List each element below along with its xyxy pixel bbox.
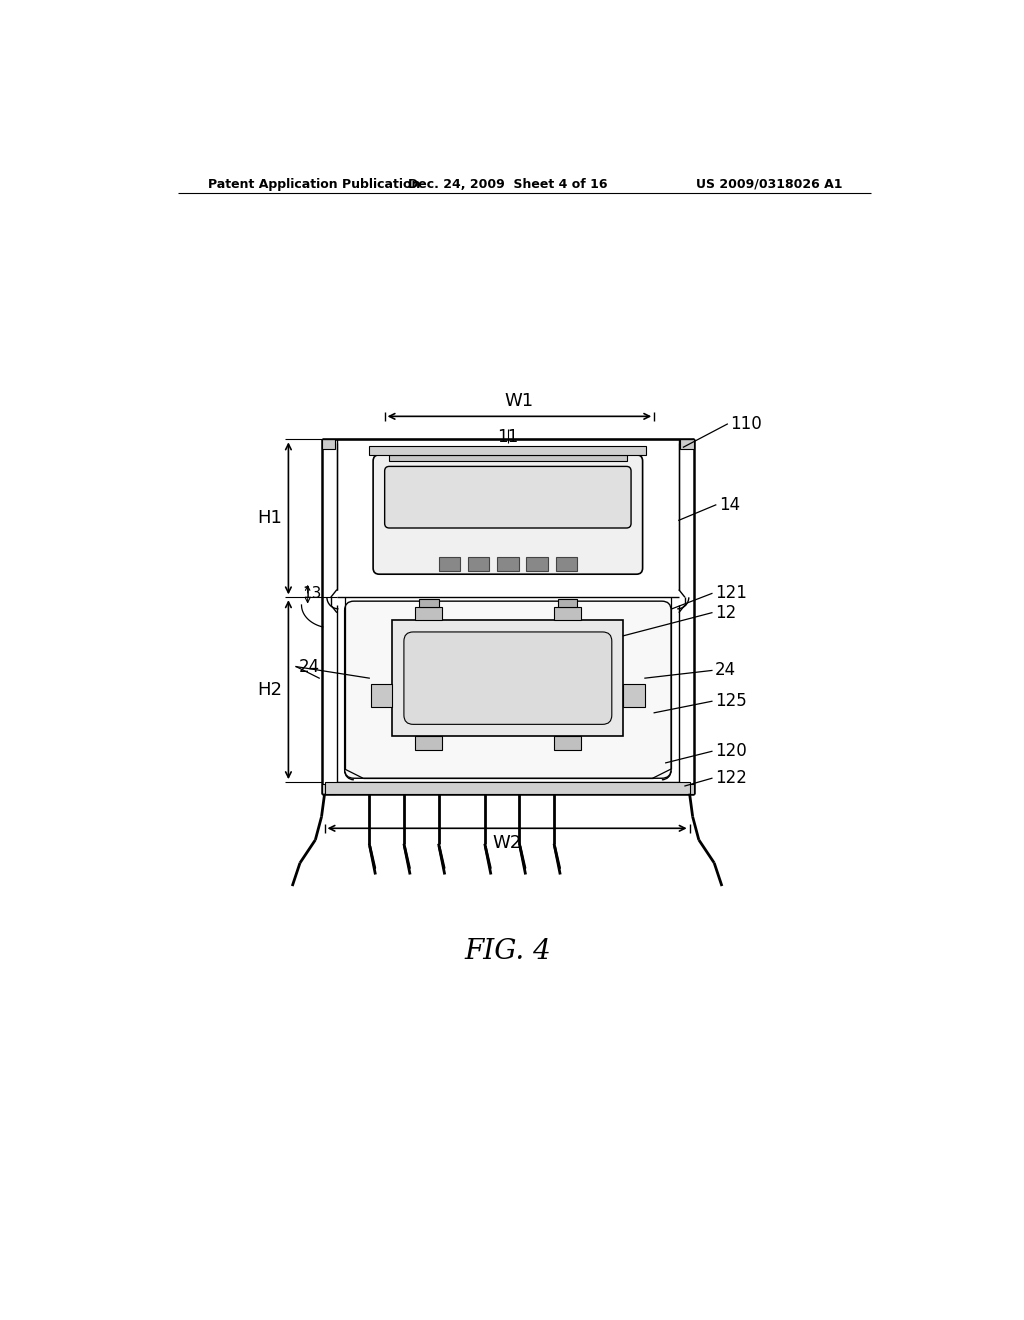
Bar	[416, 607, 442, 620]
Bar	[322, 440, 336, 449]
Text: 110: 110	[730, 414, 762, 433]
Bar	[556, 557, 578, 572]
Bar	[554, 737, 581, 750]
Text: 24: 24	[299, 657, 321, 676]
Bar	[554, 607, 581, 620]
Bar	[388, 455, 628, 461]
Text: Patent Application Publication: Patent Application Publication	[208, 178, 420, 190]
Text: H1: H1	[257, 510, 283, 528]
Text: Dec. 24, 2009  Sheet 4 of 16: Dec. 24, 2009 Sheet 4 of 16	[409, 178, 607, 190]
Text: US 2009/0318026 A1: US 2009/0318026 A1	[695, 178, 842, 190]
FancyBboxPatch shape	[345, 601, 671, 779]
Text: 125: 125	[715, 692, 746, 710]
FancyArrowPatch shape	[439, 846, 444, 869]
Text: 121: 121	[715, 585, 746, 602]
Bar	[392, 620, 624, 737]
Bar	[468, 557, 489, 572]
Text: 24: 24	[715, 661, 736, 680]
Bar	[416, 737, 442, 750]
FancyArrowPatch shape	[370, 846, 375, 869]
Bar	[419, 599, 438, 607]
FancyBboxPatch shape	[373, 455, 643, 574]
Text: W1: W1	[505, 392, 534, 411]
Bar	[497, 557, 518, 572]
FancyBboxPatch shape	[403, 632, 611, 725]
FancyArrowPatch shape	[520, 846, 525, 869]
Text: 11: 11	[498, 428, 518, 446]
FancyArrowPatch shape	[555, 846, 559, 869]
Text: FIG. 4: FIG. 4	[465, 939, 551, 965]
FancyBboxPatch shape	[385, 466, 631, 528]
FancyArrowPatch shape	[485, 846, 490, 869]
Bar	[322, 784, 336, 793]
Bar	[370, 446, 646, 455]
Text: 120: 120	[715, 742, 746, 760]
Text: 14: 14	[719, 496, 740, 513]
Text: W2: W2	[493, 834, 521, 853]
Bar	[624, 684, 645, 706]
Bar	[558, 599, 578, 607]
Text: 12: 12	[715, 603, 736, 622]
Text: H2: H2	[257, 681, 283, 698]
Bar	[526, 557, 548, 572]
Bar	[438, 557, 460, 572]
Bar	[680, 440, 694, 449]
Bar	[326, 781, 690, 793]
FancyArrowPatch shape	[404, 846, 410, 869]
Bar	[371, 684, 392, 706]
Text: 13: 13	[302, 586, 322, 601]
Bar	[680, 784, 694, 793]
Text: 122: 122	[715, 770, 746, 787]
